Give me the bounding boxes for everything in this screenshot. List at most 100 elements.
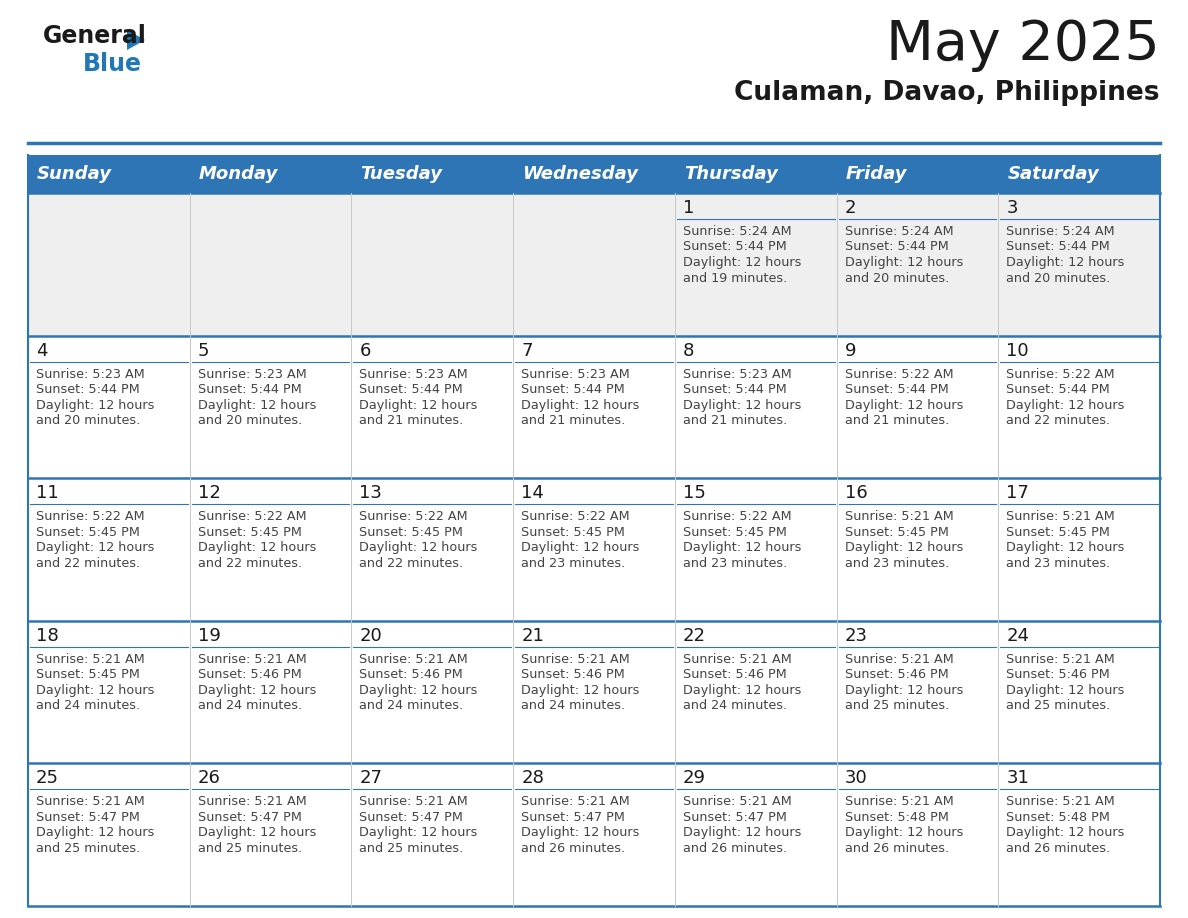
Text: Sunset: 5:44 PM: Sunset: 5:44 PM bbox=[1006, 241, 1110, 253]
Text: Sunset: 5:45 PM: Sunset: 5:45 PM bbox=[522, 526, 625, 539]
Text: 15: 15 bbox=[683, 484, 706, 502]
Bar bbox=[998, 193, 1159, 336]
Text: Daylight: 12 hours: Daylight: 12 hours bbox=[360, 684, 478, 697]
Bar bbox=[998, 155, 1159, 193]
Text: Daylight: 12 hours: Daylight: 12 hours bbox=[197, 826, 316, 839]
Text: Daylight: 12 hours: Daylight: 12 hours bbox=[1006, 542, 1125, 554]
Text: Sunset: 5:44 PM: Sunset: 5:44 PM bbox=[683, 241, 786, 253]
Text: and 24 minutes.: and 24 minutes. bbox=[360, 700, 463, 712]
Text: Sunrise: 5:23 AM: Sunrise: 5:23 AM bbox=[36, 367, 145, 381]
Bar bbox=[675, 155, 836, 193]
Text: Sunrise: 5:22 AM: Sunrise: 5:22 AM bbox=[1006, 367, 1114, 381]
Bar bbox=[836, 193, 998, 336]
Text: Sunset: 5:47 PM: Sunset: 5:47 PM bbox=[683, 811, 786, 823]
Text: Sunset: 5:45 PM: Sunset: 5:45 PM bbox=[36, 526, 140, 539]
Text: and 23 minutes.: and 23 minutes. bbox=[1006, 556, 1111, 570]
Text: Sunrise: 5:21 AM: Sunrise: 5:21 AM bbox=[845, 510, 953, 523]
Text: and 23 minutes.: and 23 minutes. bbox=[522, 556, 625, 570]
Text: Daylight: 12 hours: Daylight: 12 hours bbox=[36, 826, 154, 839]
Text: Culaman, Davao, Philippines: Culaman, Davao, Philippines bbox=[734, 80, 1159, 106]
Text: 29: 29 bbox=[683, 769, 706, 788]
Text: Sunrise: 5:22 AM: Sunrise: 5:22 AM bbox=[197, 510, 307, 523]
Text: Monday: Monday bbox=[198, 165, 278, 183]
Bar bbox=[513, 621, 675, 764]
Text: and 25 minutes.: and 25 minutes. bbox=[197, 842, 302, 855]
Text: 23: 23 bbox=[845, 627, 867, 644]
Bar bbox=[836, 478, 998, 621]
Text: Sunset: 5:47 PM: Sunset: 5:47 PM bbox=[360, 811, 463, 823]
Text: Sunrise: 5:22 AM: Sunrise: 5:22 AM bbox=[360, 510, 468, 523]
Text: 12: 12 bbox=[197, 484, 221, 502]
Text: and 22 minutes.: and 22 minutes. bbox=[36, 556, 140, 570]
Polygon shape bbox=[127, 30, 145, 50]
Text: Sunset: 5:44 PM: Sunset: 5:44 PM bbox=[1006, 383, 1110, 396]
Text: 13: 13 bbox=[360, 484, 383, 502]
Text: Sunset: 5:45 PM: Sunset: 5:45 PM bbox=[36, 668, 140, 681]
Text: Sunset: 5:46 PM: Sunset: 5:46 PM bbox=[197, 668, 302, 681]
Text: Daylight: 12 hours: Daylight: 12 hours bbox=[1006, 684, 1125, 697]
Text: Sunrise: 5:24 AM: Sunrise: 5:24 AM bbox=[845, 225, 953, 238]
Text: and 20 minutes.: and 20 minutes. bbox=[36, 414, 140, 427]
Bar bbox=[29, 336, 190, 478]
Text: and 20 minutes.: and 20 minutes. bbox=[1006, 272, 1111, 285]
Text: Sunset: 5:47 PM: Sunset: 5:47 PM bbox=[522, 811, 625, 823]
Text: Daylight: 12 hours: Daylight: 12 hours bbox=[683, 542, 801, 554]
Text: 31: 31 bbox=[1006, 769, 1029, 788]
Text: Sunrise: 5:21 AM: Sunrise: 5:21 AM bbox=[197, 653, 307, 666]
Bar bbox=[190, 478, 352, 621]
Text: Daylight: 12 hours: Daylight: 12 hours bbox=[522, 542, 639, 554]
Text: Sunrise: 5:22 AM: Sunrise: 5:22 AM bbox=[522, 510, 630, 523]
Bar bbox=[29, 478, 190, 621]
Bar bbox=[675, 336, 836, 478]
Text: 14: 14 bbox=[522, 484, 544, 502]
Text: 25: 25 bbox=[36, 769, 59, 788]
Text: Sunset: 5:47 PM: Sunset: 5:47 PM bbox=[36, 811, 140, 823]
Text: Sunrise: 5:21 AM: Sunrise: 5:21 AM bbox=[360, 795, 468, 809]
Text: Sunrise: 5:22 AM: Sunrise: 5:22 AM bbox=[683, 510, 791, 523]
Text: Sunset: 5:46 PM: Sunset: 5:46 PM bbox=[522, 668, 625, 681]
Text: 7: 7 bbox=[522, 341, 532, 360]
Text: 10: 10 bbox=[1006, 341, 1029, 360]
Text: Sunrise: 5:23 AM: Sunrise: 5:23 AM bbox=[522, 367, 630, 381]
Bar bbox=[29, 764, 190, 906]
Text: Daylight: 12 hours: Daylight: 12 hours bbox=[1006, 826, 1125, 839]
Text: 3: 3 bbox=[1006, 199, 1018, 217]
Bar bbox=[675, 193, 836, 336]
Bar bbox=[352, 155, 513, 193]
Text: Daylight: 12 hours: Daylight: 12 hours bbox=[36, 542, 154, 554]
Bar bbox=[29, 155, 190, 193]
Text: Daylight: 12 hours: Daylight: 12 hours bbox=[845, 398, 963, 411]
Text: 30: 30 bbox=[845, 769, 867, 788]
Text: and 21 minutes.: and 21 minutes. bbox=[683, 414, 788, 427]
Bar bbox=[675, 764, 836, 906]
Text: Sunset: 5:44 PM: Sunset: 5:44 PM bbox=[845, 241, 948, 253]
Text: Daylight: 12 hours: Daylight: 12 hours bbox=[522, 684, 639, 697]
Text: Daylight: 12 hours: Daylight: 12 hours bbox=[683, 826, 801, 839]
Text: Saturday: Saturday bbox=[1007, 165, 1099, 183]
Text: Sunrise: 5:21 AM: Sunrise: 5:21 AM bbox=[845, 795, 953, 809]
Text: 18: 18 bbox=[36, 627, 58, 644]
Text: Sunset: 5:46 PM: Sunset: 5:46 PM bbox=[845, 668, 948, 681]
Bar bbox=[998, 764, 1159, 906]
Text: Sunset: 5:46 PM: Sunset: 5:46 PM bbox=[1006, 668, 1110, 681]
Text: 24: 24 bbox=[1006, 627, 1029, 644]
Bar bbox=[352, 478, 513, 621]
Text: Tuesday: Tuesday bbox=[360, 165, 442, 183]
Text: Blue: Blue bbox=[83, 52, 143, 76]
Text: Sunrise: 5:21 AM: Sunrise: 5:21 AM bbox=[683, 653, 791, 666]
Text: and 25 minutes.: and 25 minutes. bbox=[36, 842, 140, 855]
Text: Sunset: 5:46 PM: Sunset: 5:46 PM bbox=[683, 668, 786, 681]
Text: Sunset: 5:47 PM: Sunset: 5:47 PM bbox=[197, 811, 302, 823]
Text: Daylight: 12 hours: Daylight: 12 hours bbox=[360, 542, 478, 554]
Text: Daylight: 12 hours: Daylight: 12 hours bbox=[522, 398, 639, 411]
Text: Daylight: 12 hours: Daylight: 12 hours bbox=[683, 398, 801, 411]
Text: Sunrise: 5:24 AM: Sunrise: 5:24 AM bbox=[1006, 225, 1114, 238]
Text: and 21 minutes.: and 21 minutes. bbox=[522, 414, 625, 427]
Text: Sunrise: 5:23 AM: Sunrise: 5:23 AM bbox=[683, 367, 791, 381]
Text: 5: 5 bbox=[197, 341, 209, 360]
Bar bbox=[29, 621, 190, 764]
Text: Daylight: 12 hours: Daylight: 12 hours bbox=[1006, 256, 1125, 269]
Text: 27: 27 bbox=[360, 769, 383, 788]
Bar bbox=[513, 155, 675, 193]
Text: Sunrise: 5:22 AM: Sunrise: 5:22 AM bbox=[36, 510, 145, 523]
